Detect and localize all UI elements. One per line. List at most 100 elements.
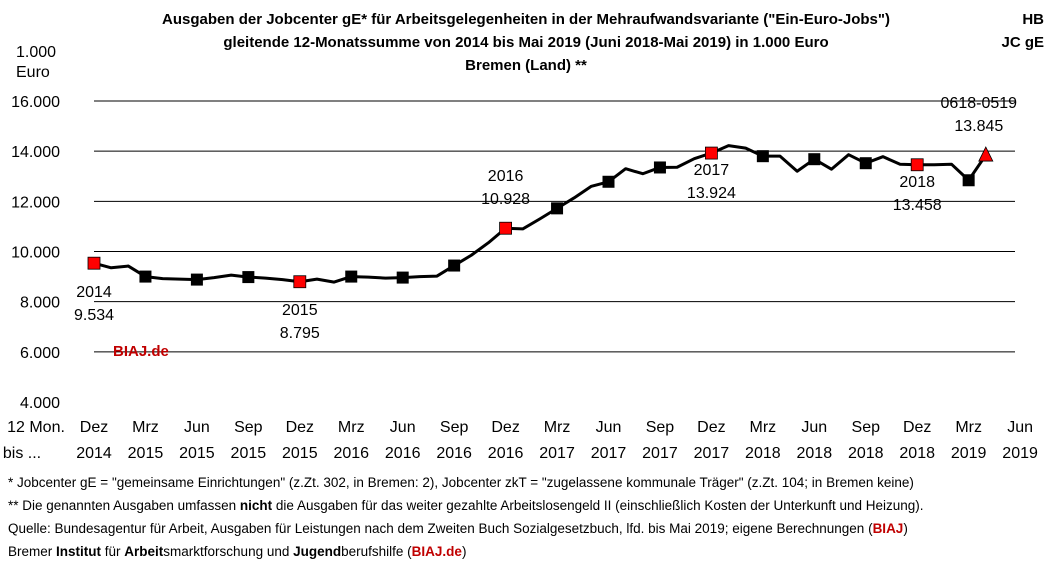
footnote-2-c: die Ausgaben für das weiter gezahlte Arb… [272,498,924,513]
x-tick-label-month: Mrz [544,419,571,436]
data-point-marker [756,150,769,163]
x-tick-label-year: 2016 [436,445,472,462]
x-tick-label-month: Jun [1007,419,1033,436]
x-tick-label-month: Sep [234,419,263,436]
data-label-value: 13.458 [893,197,942,214]
data-point-marker [551,202,564,215]
data-point-marker [962,174,975,187]
y-tick-label: 6.000 [20,345,60,362]
x-tick-label-year: 2018 [848,445,884,462]
x-tick-label-month: Jun [390,419,416,436]
x-tick-label-month: Mrz [132,419,159,436]
corner-tag-line-1: HB [1022,11,1044,28]
data-label-year: 2016 [488,168,524,185]
data-point-marker [448,259,461,272]
y-tick-label: 10.000 [11,245,60,262]
x-tick-label-month: Jun [596,419,622,436]
source-b: BIAJ [872,521,904,536]
data-label-year: 0618-0519 [941,95,1018,112]
x-tick-label-year: 2016 [488,445,524,462]
data-label-year: 2014 [76,284,112,301]
y-tick-label: 16.000 [11,94,60,111]
highlight-point-marker [87,256,101,270]
highlight-point-marker [499,221,513,235]
data-point-marker [602,175,615,188]
data-point-marker [139,270,152,283]
inst-g: berufshilfe ( [341,544,412,559]
y-tick-label: 12.000 [11,194,60,211]
data-point-marker [242,271,255,284]
x-tick-label-month: Sep [440,419,469,436]
footnote-1: * Jobcenter gE = "gemeinsame Einrichtung… [8,475,914,490]
x-tick-label-year: 2014 [76,445,112,462]
x-tick-label-year: 2017 [591,445,627,462]
corner-tag: HB JC gE [1001,8,1044,54]
chart-title: Ausgaben der Jobcenter gE* für Arbeitsge… [0,8,1052,77]
data-point-marker [808,153,821,166]
footnotes: * Jobcenter gE = "gemeinsame Einrichtung… [8,471,924,563]
title-line-2: gleitende 12-Monatssumme von 2014 bis Ma… [223,34,829,51]
x-tick-label-month: Dez [903,419,931,436]
x-tick-label-year: 2015 [179,445,215,462]
line-chart: 4.000 6.000 8.000 10.000 12.000 14.000 16.000 1… [3,94,1038,462]
y-tick-label: 4.000 [20,395,60,412]
x-tick-label-month: Mrz [750,419,777,436]
x-tick-label-year: 2015 [282,445,318,462]
x-tick-label-year: 2019 [951,445,987,462]
data-label-year: 2017 [694,162,730,179]
institute-note: Bremer Institut für Arbeitsmarktforschun… [8,540,924,563]
data-point-marker [653,161,666,174]
footnote-2-a: ** Die genannten Ausgaben umfassen [8,498,240,513]
data-point-marker [190,273,203,286]
inst-i: ) [461,544,467,559]
x-tick-label-month: Mrz [955,419,982,436]
title-line-1: Ausgaben der Jobcenter gE* für Arbeitsge… [162,11,890,28]
inst-h: BIAJ.de [411,544,462,559]
x-tick-label-year: 2017 [539,445,575,462]
corner-tag-line-2: JC gE [1001,34,1044,51]
y-tick-label: 14.000 [11,144,60,161]
latest-point-marker [978,146,994,162]
title-line-3: Bremen (Land) ** [465,57,587,74]
x-tick-label-year: 2016 [385,445,421,462]
data-label-value: 13.845 [954,118,1003,135]
inst-b: Institut [56,544,102,559]
series-line [93,144,988,284]
watermark-biaj: BIAJ.de [113,343,169,360]
x-tick-label-month: Dez [80,419,108,436]
inst-d: Arbeit [124,544,164,559]
y-tick-label: 8.000 [20,295,60,312]
x-tick-label-month: Sep [646,419,675,436]
inst-f: Jugend [293,544,342,559]
data-label-value: 13.924 [687,185,736,202]
data-label-year: 2018 [899,174,935,191]
inst-c: für [101,544,125,559]
x-tick-label-year: 2018 [745,445,781,462]
x-tick-label-month: Dez [697,419,725,436]
x-tick-label-month: Mrz [338,419,365,436]
y-unit-line-1: 1.000 [16,44,57,61]
highlight-point-marker [705,146,718,160]
x-prefix-label-2: bis ... [3,445,41,462]
x-prefix-label-1: 12 Mon. [7,419,65,436]
x-tick-label-year: 2018 [797,445,833,462]
highlight-point-marker [910,158,924,172]
footnote-2: ** Die genannten Ausgaben umfassen nicht… [8,494,924,517]
x-tick-label-year: 2019 [1002,445,1038,462]
data-label-value: 10.928 [481,191,530,208]
x-tick-label-month: Dez [286,419,314,436]
data-point-marker [859,157,872,170]
inst-a: Bremer [8,544,57,559]
source-a: Quelle: Bundesagentur für Arbeit, Ausgab… [8,521,873,536]
x-tick-label-month: Sep [852,419,881,436]
data-point-marker [345,270,358,283]
inst-e: smarktforschung und [163,544,294,559]
x-tick-label-year: 2015 [128,445,164,462]
x-tick-label-month: Jun [184,419,210,436]
footnote-2-b: nicht [239,498,273,513]
data-label-value: 9.534 [74,307,114,324]
y-unit-line-2: Euro [16,64,50,81]
data-point-marker [396,271,409,284]
x-tick-label-year: 2018 [899,445,935,462]
x-tick-label-year: 2016 [333,445,369,462]
